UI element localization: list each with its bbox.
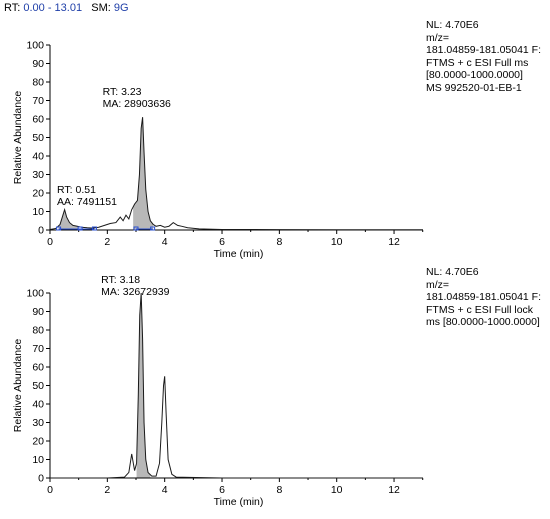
panel1-y-tick-label: 80 — [32, 77, 44, 89]
rt-label: RT: — [4, 2, 21, 14]
panel2-y-tick-label: 100 — [26, 288, 44, 300]
panel1-x-tick-label: 6 — [219, 236, 225, 248]
panel2-y-tick-label: 70 — [32, 343, 44, 355]
panel1-shaded-peak — [58, 209, 79, 230]
panel1-x-tick-label: 2 — [104, 236, 110, 248]
panel1-info-line: FTMS + c ESI Full ms — [426, 56, 529, 69]
panel1-info-line: NL: 4.70E6 — [426, 19, 479, 31]
panel2-shaded-peak — [136, 293, 151, 478]
panel1-x-tick-label: 12 — [388, 236, 400, 248]
panel2-y-axis-title: Relative Abundance — [12, 339, 24, 433]
panel2-y-tick-label: 0 — [38, 473, 44, 485]
panel1-x-tick-label: 4 — [162, 236, 168, 248]
panel2-y-tick-label: 30 — [32, 417, 44, 429]
panel1-y-axis-title: Relative Abundance — [12, 91, 24, 185]
panel2-x-tick-label: 10 — [331, 484, 343, 496]
panel1-y-tick-label: 40 — [32, 151, 44, 163]
panel2-chart: 0 10 20 30 40 50 60 70 80 90 100 0 2 4 6 8 10 12 Time (min… — [12, 274, 424, 508]
panel2-info-line: m/z= — [426, 278, 450, 291]
rt-range-value: 0.00 - 13.01 — [23, 2, 83, 14]
panel1-peak-annotation-rt: RT: 3.23 — [103, 86, 142, 98]
panel1-x-tick-label: 10 — [331, 236, 343, 248]
panel2-x-tick-label: 2 — [104, 484, 110, 496]
sm-value: 9G — [113, 2, 129, 14]
panel1-y-tick-label: 30 — [32, 169, 44, 181]
panel1-y-tick-label: 20 — [32, 188, 44, 200]
panel1-chart: 0 10 20 30 40 50 60 70 80 90 100 0 2 4 6 8 10 12 Time (min… — [12, 40, 424, 260]
panel2-x-tick-label: 6 — [219, 484, 225, 496]
panel1-shaded-peak — [133, 117, 154, 230]
panel2-x-tick-label: 8 — [276, 484, 282, 496]
panel2-y-tick-label: 80 — [32, 325, 44, 337]
panel2-y-tick-label: 50 — [32, 380, 44, 392]
panel1-x-tick-label: 8 — [276, 236, 282, 248]
panel2-info-line: FTMS + c ESI Full lock — [426, 303, 534, 316]
panel1-info: NL: 4.70E6 m/z= 181.04859-181.05041 F: F… — [426, 19, 541, 95]
sm-label: SM: — [91, 2, 111, 14]
panel2-y-tick-label: 10 — [32, 454, 44, 466]
panel1-peak-annotation-area: MA: 28903636 — [103, 98, 171, 110]
panel2-info-line: ms [80.0000-1000.0000] — [426, 316, 540, 329]
panel2-info: NL: 4.70E6 m/z= 181.04859-181.05041 F: F… — [426, 266, 541, 329]
panel1-peak-annotation-area: AA: 7491151 — [57, 196, 117, 208]
panel1-y-tick-label: 100 — [26, 40, 44, 52]
panel1-y-tick-label: 90 — [32, 58, 44, 70]
panel2-x-tick-label: 4 — [162, 484, 168, 496]
panel2-y-tick-label: 90 — [32, 306, 44, 318]
panel1-y-tick-label: 0 — [38, 225, 44, 237]
panel1-info-line: 181.04859-181.05041 F: — [426, 44, 542, 57]
panel2-y-tick-label: 20 — [32, 436, 44, 448]
panel1-info-line: m/z= — [426, 31, 450, 44]
panel1-x-axis-title: Time (min) — [214, 248, 264, 260]
panel2-peak-annotation-area: MA: 32672939 — [101, 286, 169, 298]
panel1-x-tick-label: 0 — [47, 236, 53, 248]
panel1-info-line: [80.0000-1000.0000] — [426, 69, 523, 82]
panel1-y-tick-label: 50 — [32, 132, 44, 144]
panel1-y-tick-label: 70 — [32, 95, 44, 107]
panel2-info-line: NL: 4.70E6 — [426, 266, 479, 278]
panel2-x-tick-label: 0 — [47, 484, 53, 496]
panel2-x-axis-title: Time (min) — [214, 496, 264, 508]
panel1-trace-line — [49, 117, 423, 231]
panel2-info-line: 181.04859-181.05041 F: — [426, 291, 542, 304]
header-range: RT: 0.00 - 13.01 SM: 9G — [4, 2, 129, 14]
panel2-x-tick-label: 12 — [388, 484, 400, 496]
panel1-y-tick-label: 10 — [32, 206, 44, 218]
panel1-info-line: MS 992520-01-EB-1 — [426, 81, 522, 94]
panel1-peak-annotation-rt: RT: 0.51 — [57, 184, 96, 196]
panel2-trace-line — [50, 292, 423, 479]
panel2-peak-annotation-rt: RT: 3.18 — [101, 274, 140, 286]
panel1-y-tick-label: 60 — [32, 114, 44, 126]
panel2-y-tick-label: 40 — [32, 399, 44, 411]
panel2-y-tick-label: 60 — [32, 362, 44, 374]
